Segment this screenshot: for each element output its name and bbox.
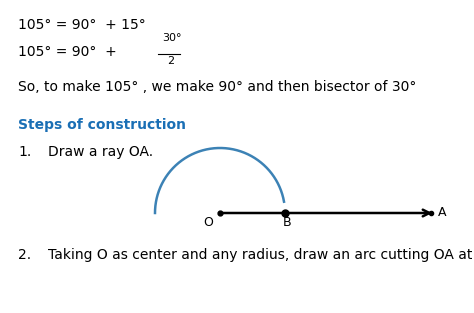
Text: 1.: 1. bbox=[18, 145, 31, 159]
Text: 30°: 30° bbox=[162, 33, 182, 43]
Text: Taking O as center and any radius, draw an arc cutting OA at B.: Taking O as center and any radius, draw … bbox=[48, 248, 474, 262]
Text: Draw a ray OA.: Draw a ray OA. bbox=[48, 145, 153, 159]
Text: 2.: 2. bbox=[18, 248, 31, 262]
Text: O: O bbox=[203, 216, 213, 229]
Text: 105° = 90°  +: 105° = 90° + bbox=[18, 45, 117, 59]
Text: Steps of construction: Steps of construction bbox=[18, 118, 186, 132]
Text: 105° = 90°  + 15°: 105° = 90° + 15° bbox=[18, 18, 146, 32]
Text: A: A bbox=[438, 207, 447, 219]
Text: B: B bbox=[283, 216, 292, 229]
Text: 2: 2 bbox=[167, 56, 174, 66]
Text: So, to make 105° , we make 90° and then bisector of 30°: So, to make 105° , we make 90° and then … bbox=[18, 80, 416, 94]
